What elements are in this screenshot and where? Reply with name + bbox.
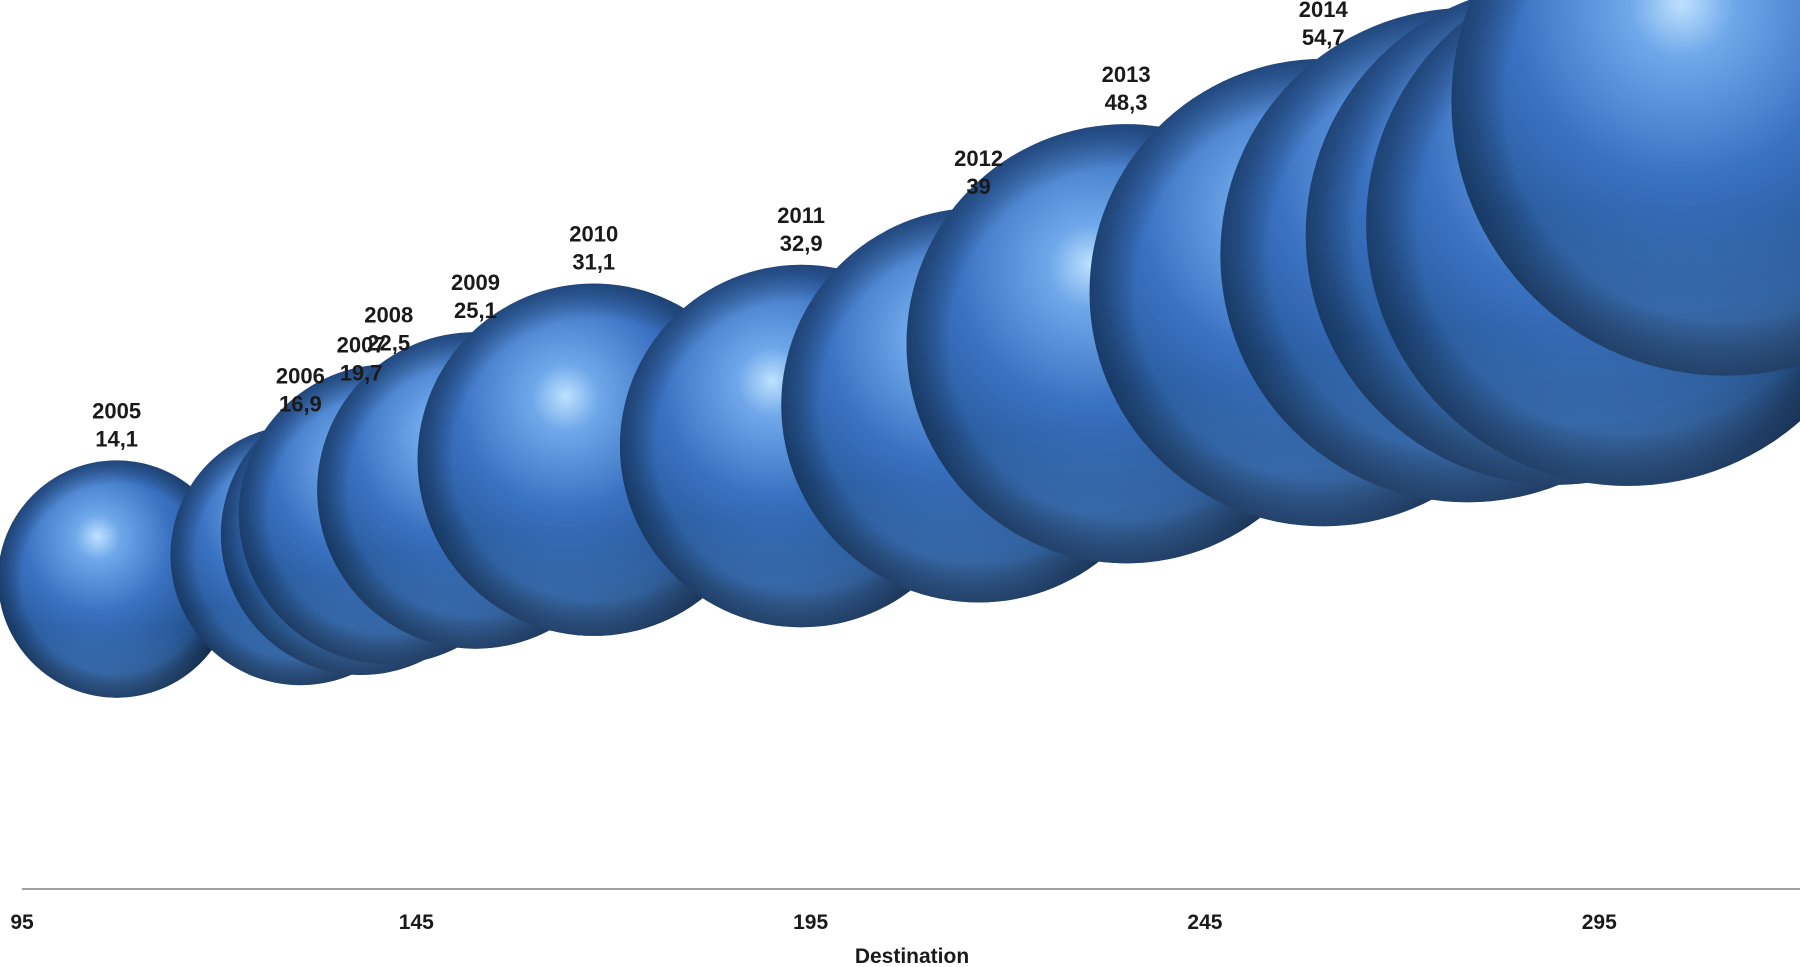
- data-label-year-2013: 2013: [1102, 62, 1151, 87]
- data-label-value-2012: 39: [966, 174, 990, 199]
- data-label-value-2006: 16,9: [279, 391, 322, 416]
- data-label-year-2006: 2006: [276, 363, 325, 388]
- data-label-value-2005: 14,1: [95, 426, 138, 451]
- data-label-year-2005: 2005: [92, 398, 141, 423]
- x-tick-label-295: 295: [1582, 911, 1617, 934]
- data-label-value-2013: 48,3: [1105, 90, 1148, 115]
- x-axis-title: Destination: [855, 945, 969, 967]
- data-label-value-2014: 54,7: [1302, 25, 1345, 50]
- data-label-value-2007: 19,7: [340, 360, 383, 385]
- data-label-value-2008: 22,5: [367, 330, 410, 355]
- x-tick-label-195: 195: [793, 911, 828, 934]
- data-labels-layer: 2005 14,1 2006 16,9 2007 19,7 2008 22,5 2009 25,1…: [92, 0, 1349, 451]
- data-label-value-2010: 31,1: [572, 249, 615, 274]
- data-label-year-2009: 2009: [451, 270, 500, 295]
- bubble-rim: [1451, 0, 1800, 376]
- data-label-year-2011: 2011: [777, 203, 825, 228]
- data-label-year-2008: 2008: [364, 302, 413, 327]
- data-label-year-2010: 2010: [569, 221, 618, 246]
- data-label-value-2009: 25,1: [454, 298, 497, 323]
- data-label-value-2011: 32,9: [780, 231, 823, 256]
- x-tick-label-145: 145: [399, 911, 434, 934]
- data-label-year-2007: 2007: [337, 332, 386, 357]
- bubble-2018: [1451, 0, 1800, 376]
- x-tick-label-95: 95: [10, 911, 34, 934]
- data-label-year-2014: 2014: [1299, 0, 1349, 22]
- x-tick-label-245: 245: [1187, 911, 1222, 934]
- data-label-year-2012: 2012: [954, 146, 1003, 171]
- x-axis-ticks: 95 145 195 245 295: [10, 911, 1617, 934]
- bubbles-layer: [0, 0, 1800, 698]
